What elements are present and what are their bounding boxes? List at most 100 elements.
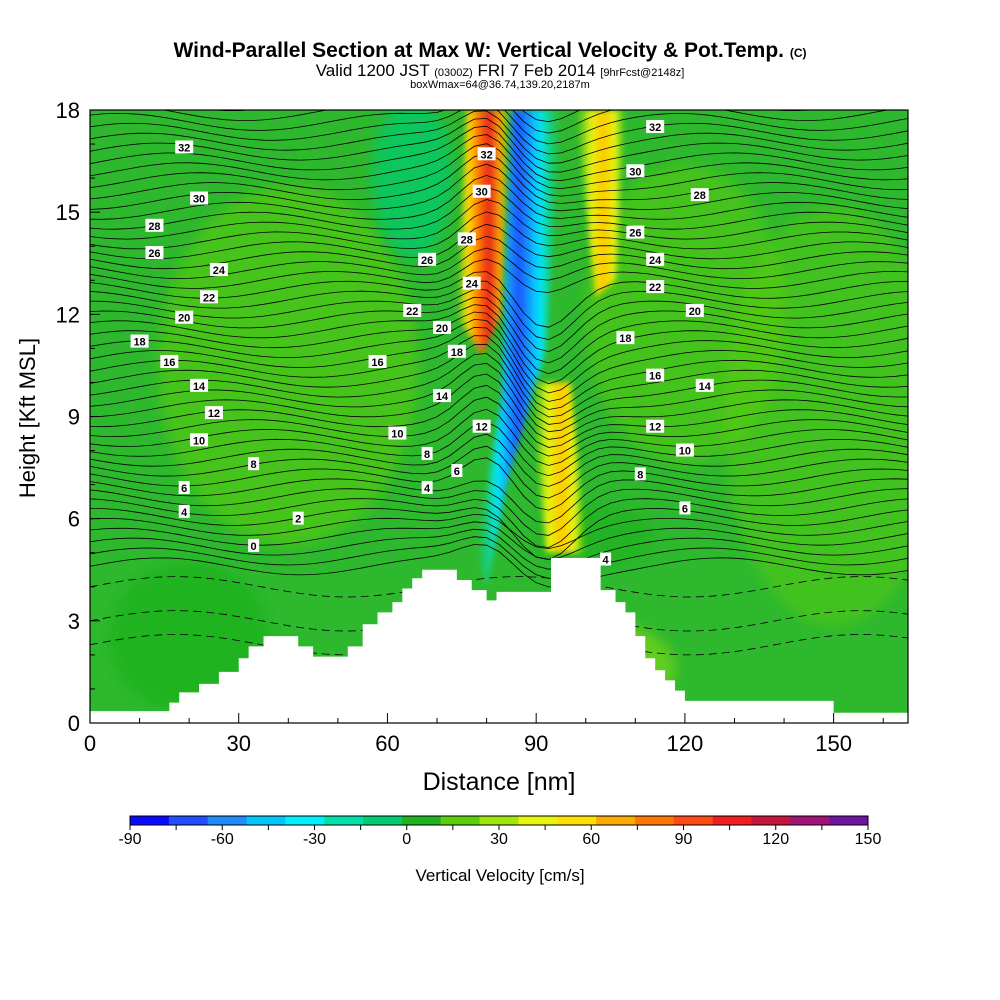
updraft-band-upper — [575, 110, 626, 298]
contour-label: 18 — [130, 334, 149, 349]
svg-text:14: 14 — [193, 381, 206, 393]
colorbar-segment — [634, 816, 675, 825]
svg-text:28: 28 — [461, 234, 473, 246]
contour-label: 2 — [292, 511, 304, 526]
svg-text:16: 16 — [163, 357, 175, 369]
svg-text:22: 22 — [203, 292, 215, 304]
svg-text:6: 6 — [454, 466, 460, 478]
svg-text:30: 30 — [629, 166, 641, 178]
contour-label: 6 — [451, 463, 463, 478]
isentrope-line — [90, 153, 908, 204]
x-axis: 0 30 60 90 120 150 — [84, 713, 884, 756]
contour-label: 26 — [418, 252, 437, 267]
isentrope-line — [90, 457, 908, 511]
isentrope-line — [90, 335, 908, 410]
isentrope-line — [90, 396, 908, 457]
isentrope-line — [90, 507, 908, 561]
isentrope-line-dashed — [90, 610, 908, 632]
isentrope-line — [90, 211, 908, 250]
x-tick-label: 120 — [667, 731, 704, 756]
colorbar-segment — [363, 816, 403, 825]
title-mark: (C) — [790, 46, 807, 60]
colorbar-tick-label: 0 — [402, 831, 411, 848]
chart-subtitle: Valid 1200 JST (0300Z) FRI 7 Feb 2014 [9… — [316, 61, 685, 80]
colorbar-segment — [285, 816, 325, 825]
svg-text:16: 16 — [371, 357, 383, 369]
colorbar-tick-label: -30 — [303, 831, 326, 848]
chart-box-info: boxWmax=64@36.74,139.20,2187m — [410, 79, 590, 91]
colorbar-tick-label: 120 — [762, 831, 789, 848]
colorbar-segment — [596, 816, 636, 825]
isentrope-line — [90, 384, 908, 448]
contour-label: 10 — [675, 443, 694, 458]
isentrope-line — [90, 536, 908, 579]
svg-text:32: 32 — [480, 149, 492, 161]
contour-label: 24 — [462, 276, 481, 291]
contour-label: 6 — [178, 481, 190, 495]
colorbar-segment — [130, 816, 170, 825]
isentrope-line — [90, 421, 908, 477]
contour-label: 16 — [368, 355, 387, 369]
contour-label: 16 — [646, 368, 665, 383]
isentrope-line — [90, 223, 908, 260]
svg-text:8: 8 — [251, 459, 257, 471]
y-tick-label: 18 — [56, 98, 80, 123]
svg-text:12: 12 — [649, 422, 661, 434]
isentrope-line — [90, 445, 908, 499]
svg-text:14: 14 — [699, 381, 712, 393]
isentrope-line — [90, 408, 908, 466]
contour-label: 8 — [421, 446, 433, 461]
colorbar-tick-label: 90 — [675, 831, 693, 848]
isentrope-line — [90, 498, 908, 549]
svg-text:4: 4 — [181, 507, 188, 519]
svg-text:12: 12 — [208, 408, 220, 420]
velocity-shading — [372, 110, 453, 259]
colorbar-segment — [246, 816, 286, 825]
colorbar-tick-label: 30 — [490, 831, 508, 848]
svg-text:10: 10 — [193, 435, 205, 447]
colorbar-segment — [518, 816, 558, 825]
contour-label: 26 — [626, 225, 645, 240]
colorbar-segment — [207, 816, 248, 825]
plot-area: 3230282624222018161412108642026222018161… — [90, 110, 908, 723]
isentrope-line — [90, 110, 908, 164]
contour-label: 32 — [175, 140, 194, 154]
isentrope-line — [90, 289, 908, 353]
contour-label: 22 — [199, 290, 218, 304]
svg-text:28: 28 — [694, 190, 706, 202]
contour-label: 20 — [432, 320, 451, 335]
isentrope-line — [90, 163, 908, 212]
svg-text:12: 12 — [476, 422, 488, 434]
y-tick-label: 0 — [68, 711, 80, 736]
isentrope-line-dashed — [90, 576, 908, 598]
isentrope-line — [90, 110, 908, 145]
colorbar-segment — [479, 816, 519, 825]
svg-text:26: 26 — [421, 255, 433, 267]
contour-label: 20 — [175, 310, 194, 325]
svg-text:22: 22 — [406, 306, 418, 318]
velocity-shading — [723, 206, 908, 627]
contour-label: 4 — [421, 481, 433, 495]
svg-text:18: 18 — [619, 333, 631, 345]
isentrope-line — [90, 117, 908, 173]
contour-label: 18 — [616, 331, 635, 345]
colorbar-segment — [751, 816, 791, 825]
isentrope-line — [90, 235, 908, 270]
contour-label: 30 — [190, 191, 209, 206]
contour-label: 24 — [209, 263, 228, 277]
svg-text:32: 32 — [178, 142, 190, 154]
y-axis: 0 3 6 9 12 15 18 — [56, 98, 100, 736]
contour-label: 22 — [646, 280, 665, 294]
contour-label: 6 — [679, 501, 691, 515]
svg-text:26: 26 — [629, 228, 641, 240]
isentrope-line — [162, 110, 890, 134]
svg-text:22: 22 — [649, 282, 661, 294]
isentrope-line — [90, 258, 908, 293]
svg-text:18: 18 — [451, 347, 463, 359]
contour-label: 28 — [145, 218, 164, 233]
contour-label: 8 — [634, 467, 646, 481]
isentrope-line — [90, 311, 908, 385]
colorbar-segment — [168, 816, 209, 825]
contour-label: 20 — [685, 303, 704, 318]
svg-text:24: 24 — [213, 265, 226, 277]
